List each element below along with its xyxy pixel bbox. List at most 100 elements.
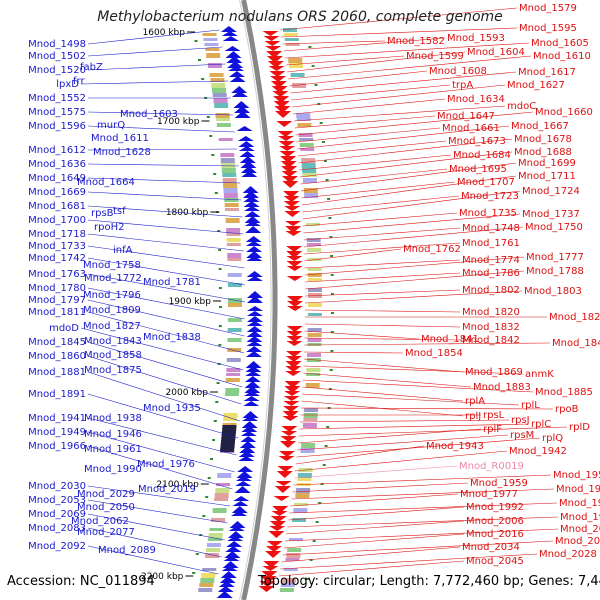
right-callout-line (294, 450, 508, 472)
left-inner-gene-label: Mnod_1938 (84, 413, 142, 424)
left-gene-label: Mnod_1669 (28, 187, 86, 198)
left-category-block (217, 473, 232, 478)
right-category-block (306, 223, 320, 226)
right-category-block (284, 38, 299, 41)
left-callout-line (87, 257, 245, 286)
left-category-block (206, 53, 221, 58)
right-callout-line (296, 437, 541, 458)
left-category-block (198, 588, 213, 592)
right-category-block (292, 518, 306, 522)
forward-gene-arrow (227, 536, 244, 541)
right-marker (329, 369, 333, 371)
reverse-gene-arrow (275, 111, 292, 118)
reverse-gene-arrow (278, 141, 295, 147)
right-gene-label: Mnod_1647 (437, 111, 495, 122)
forward-gene-arrow (233, 101, 250, 108)
forward-gene-arrow (244, 221, 261, 226)
forward-gene-arrow (224, 551, 241, 558)
forward-gene-arrow (238, 141, 255, 147)
reverse-gene-arrow (262, 566, 279, 571)
reverse-gene-arrow (274, 106, 291, 113)
right-marker (329, 236, 333, 238)
reverse-gene-arrow (282, 411, 299, 418)
forward-gene-arrow (240, 436, 257, 442)
reverse-gene-arrow (276, 121, 293, 127)
reverse-gene-arrow (285, 366, 302, 372)
left-marker (192, 572, 196, 574)
forward-gene-arrow (237, 136, 254, 141)
right-category-block (283, 28, 297, 32)
left-category-block (223, 183, 238, 188)
left-category-block (224, 198, 239, 202)
forward-gene-arrow (237, 466, 254, 472)
right-gene-label: Mnod_1667 (511, 121, 569, 132)
left-callout-line (87, 431, 235, 473)
right-callout-line (298, 138, 513, 164)
left-category-block (225, 218, 240, 223)
right-category-block (296, 118, 311, 121)
right-marker (322, 464, 326, 466)
left-category-block (225, 208, 239, 211)
right-callout-line (302, 386, 464, 402)
right-callout-line (297, 434, 509, 451)
right-callout-line (297, 140, 447, 157)
reverse-gene-arrow (285, 356, 302, 362)
left-marker (199, 534, 203, 536)
left-inner-gene-label: Mnod_2019 (138, 484, 196, 495)
right-category-block (287, 548, 302, 552)
left-category-block (218, 138, 233, 141)
reverse-gene-arrow (268, 531, 285, 538)
left-inner-gene-label: Mnod_1603 (120, 109, 178, 120)
reverse-gene-arrow (287, 306, 303, 311)
left-category-block (216, 483, 231, 486)
left-category-block (207, 538, 222, 541)
right-category-block (308, 303, 322, 307)
left-category-block (204, 43, 219, 46)
forward-gene-arrow (218, 581, 235, 587)
left-marker (217, 230, 221, 232)
left-inner-gene-label: Mnod_1946 (84, 429, 142, 440)
left-callout-line (87, 513, 225, 541)
right-category-block (283, 568, 298, 571)
reverse-gene-arrow (274, 486, 291, 493)
right-category-block (303, 413, 318, 418)
right-gene-label: rplA (465, 396, 485, 407)
right-marker (328, 388, 332, 390)
forward-gene-arrow (247, 296, 263, 303)
left-category-block (202, 33, 217, 36)
reverse-gene-arrow (282, 416, 299, 421)
forward-gene-arrow (240, 431, 257, 436)
right-callout-line (282, 40, 386, 45)
dark-category-block (221, 431, 236, 434)
reverse-gene-arrow (266, 51, 283, 58)
right-callout-line (299, 423, 530, 430)
right-marker (330, 255, 334, 257)
left-gene-label: Mnod_1891 (28, 389, 86, 400)
right-marker (321, 141, 325, 143)
reverse-gene-arrow (261, 571, 278, 578)
forward-gene-arrow (226, 541, 243, 547)
reverse-gene-arrow (286, 251, 303, 258)
right-marker (330, 350, 334, 352)
reverse-gene-arrow (278, 456, 295, 461)
left-category-block (227, 258, 242, 261)
reverse-gene-arrow (281, 176, 298, 183)
left-category-block (226, 243, 241, 246)
right-gene-label: Mnod_1788 (526, 266, 584, 277)
accession-label: Accession: (7, 574, 76, 589)
reverse-gene-arrow (283, 396, 300, 401)
left-gene-label: Mnod_1636 (28, 159, 86, 170)
left-category-block (212, 93, 227, 97)
length-label: Length: (379, 574, 429, 589)
left-marker (207, 477, 211, 479)
reverse-gene-arrow (270, 521, 286, 528)
right-category-block (307, 353, 322, 357)
right-marker (330, 274, 334, 276)
reverse-gene-arrow (286, 246, 303, 252)
forward-gene-arrow (216, 591, 233, 598)
forward-gene-arrow (229, 521, 246, 528)
left-inner-gene-label: Mnod_1838 (143, 332, 201, 343)
right-category-block (307, 338, 322, 342)
left-gene-label: Mnod_1845 (28, 337, 86, 348)
right-marker (311, 65, 315, 67)
